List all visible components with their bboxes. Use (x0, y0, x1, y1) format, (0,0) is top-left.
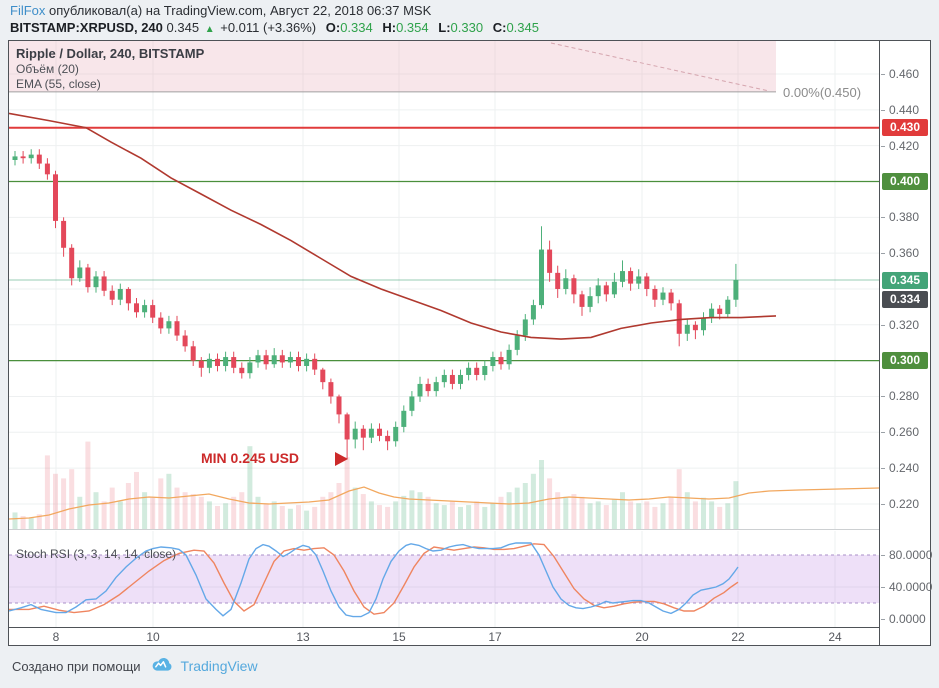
symbol-label: BITSTAMP:XRPUSD, 240 (10, 20, 163, 35)
min-arrow-icon (335, 452, 348, 467)
low-label: L: (438, 20, 451, 35)
chart-frame: Ripple / Dollar, 240, BITSTAMP Объём (20… (8, 40, 932, 646)
change-value: +0.011 (+3.36%) (220, 20, 317, 35)
price-tick: 0.220 (880, 496, 930, 512)
time-axis-separator (9, 627, 879, 628)
price-badge: 0.345 (882, 271, 928, 289)
stoch-tick: 0.0000 (880, 611, 930, 627)
change-up-icon: ▲ (204, 24, 215, 35)
footer: Создано при помощи TradingView (0, 646, 939, 688)
stoch-band (9, 555, 879, 603)
stoch-tick: 80.0000 (880, 547, 932, 563)
volume-layer (12, 441, 739, 529)
legend-ema[interactable]: EMA (55, close) (16, 77, 101, 91)
high-value: 0.354 (396, 20, 429, 35)
time-tick: 17 (488, 630, 502, 644)
price-tick: 0.240 (880, 460, 930, 476)
grid-layer (9, 41, 879, 529)
min-price-annotation[interactable]: MIN 0.245 USD (201, 450, 300, 467)
open-label: O: (325, 20, 341, 35)
time-tick: 10 (146, 630, 160, 644)
time-tick: 24 (828, 630, 842, 644)
main-price-pane[interactable] (9, 41, 879, 529)
price-axis-separator (879, 41, 880, 645)
price-tick: 0.460 (880, 66, 930, 82)
time-tick: 22 (731, 630, 745, 644)
time-tick: 15 (392, 630, 406, 644)
time-tick: 13 (296, 630, 310, 644)
price-axis[interactable]: 0.460 0.440 0.420 0.380 0.360 0.320 0.280 0.260… (880, 41, 932, 645)
close-value: 0.345 (506, 20, 539, 35)
fib-retracement-layer (9, 41, 776, 93)
price-tick: 0.320 (880, 317, 930, 333)
price-badge: 0.400 (882, 172, 928, 190)
tradingview-logo-icon[interactable] (151, 657, 173, 675)
author-link[interactable]: FilFox (10, 3, 46, 18)
tradingview-brand-link[interactable]: TradingView (180, 658, 258, 674)
symbol-line: BITSTAMP:XRPUSD, 240 0.345 ▲ +0.011 (+3.… (10, 20, 539, 38)
candles-layer (12, 149, 739, 460)
ema-line (9, 112, 777, 340)
open-value: 0.334 (340, 20, 373, 35)
chart-legend: Ripple / Dollar, 240, BITSTAMP Объём (20… (16, 46, 204, 92)
publish-header: FilFox опубликовал(а) на TradingView.com… (10, 3, 539, 38)
stoch-tick: 40.0000 (880, 579, 932, 595)
stoch-rsi-legend[interactable]: Stoch RSI (3, 3, 14, 14, close) (16, 547, 177, 561)
price-tick: 0.440 (880, 102, 930, 118)
price-tick: 0.380 (880, 209, 930, 225)
stoch-grid-layer (9, 531, 879, 627)
stoch-d-line (9, 543, 739, 615)
time-tick: 20 (635, 630, 649, 644)
price-badge: 0.300 (882, 352, 928, 370)
time-tick: 8 (52, 630, 60, 644)
footer-text: Создано при помощи (12, 658, 141, 674)
legend-volume[interactable]: Объём (20) (16, 62, 79, 76)
high-label: H: (382, 20, 397, 35)
price-tick: 0.420 (880, 138, 930, 154)
fib-retracement-label[interactable]: 0.00%(0.450) (783, 84, 862, 100)
close-label: C: (492, 20, 507, 35)
low-value: 0.330 (450, 20, 484, 35)
legend-symbol[interactable]: Ripple / Dollar, 240, BITSTAMP (16, 46, 205, 61)
price-badge: 0.430 (882, 119, 928, 137)
stoch-k-line (9, 542, 739, 618)
publish-line: FilFox опубликовал(а) на TradingView.com… (10, 3, 539, 19)
stoch-rsi-pane[interactable] (9, 531, 879, 627)
price-tick: 0.360 (880, 245, 930, 261)
price-badge: 0.334 (882, 291, 928, 309)
publish-text: опубликовал(а) на TradingView.com, Авгус… (45, 3, 432, 18)
last-price: 0.345 (166, 20, 200, 35)
volume-ma-line (9, 486, 879, 520)
price-tick: 0.280 (880, 388, 930, 404)
price-tick: 0.260 (880, 424, 930, 440)
price-levels-layer (9, 126, 879, 362)
pane-separator[interactable] (9, 529, 879, 530)
